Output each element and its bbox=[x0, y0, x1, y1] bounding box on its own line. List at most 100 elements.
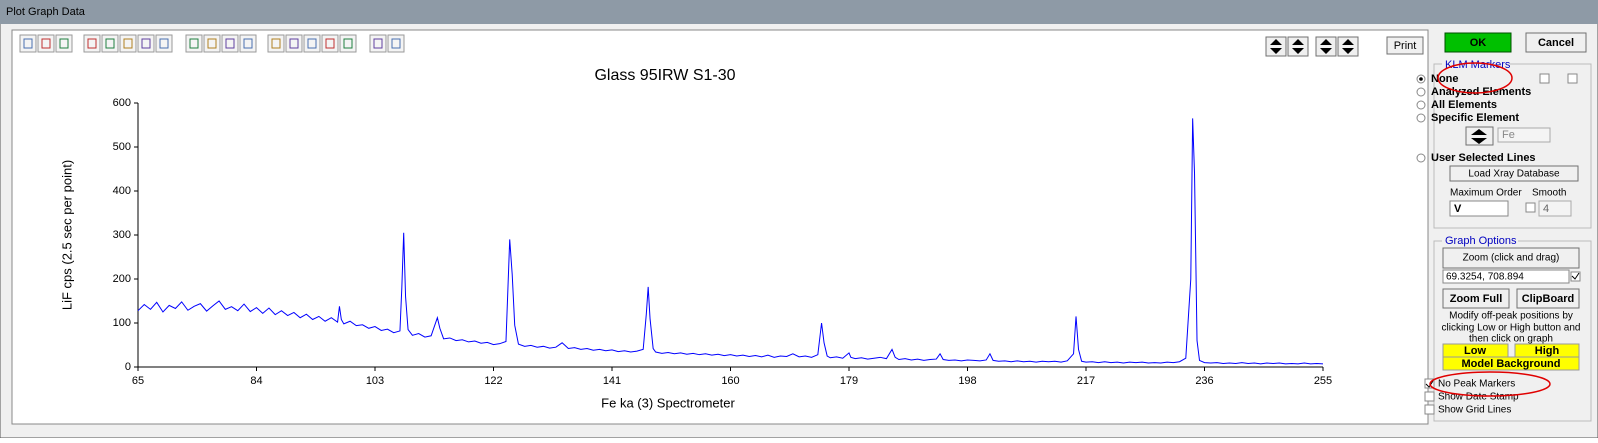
chart: Glass 95IRW S1-30 Fe ka (3) Spectrometer… bbox=[59, 67, 1332, 410]
arrows bbox=[1320, 39, 1332, 54]
toolbar-icon bbox=[271, 38, 281, 49]
toolbar-button[interactable] bbox=[19, 34, 37, 53]
x-tick-label: 255 bbox=[1314, 375, 1332, 387]
y-tick-label: 600 bbox=[113, 97, 131, 109]
checkbox[interactable] bbox=[1424, 404, 1435, 415]
smooth-label: Smooth bbox=[1532, 188, 1566, 199]
toolbar-icon bbox=[105, 38, 115, 49]
toolbar-button[interactable] bbox=[267, 34, 285, 53]
toolbar-button[interactable] bbox=[285, 34, 303, 53]
x-tick-label: 141 bbox=[603, 375, 621, 387]
toolbar bbox=[19, 34, 1359, 57]
radio[interactable] bbox=[1416, 87, 1426, 97]
checkbox[interactable] bbox=[1567, 73, 1578, 84]
load-label: Load Xray Database bbox=[1468, 169, 1560, 180]
cancel-label: Cancel bbox=[1538, 37, 1574, 49]
load-button[interactable] bbox=[1449, 165, 1579, 182]
toolbar-icon bbox=[141, 38, 151, 49]
spectrum-line bbox=[137, 118, 1324, 365]
note-line: then click on graph bbox=[1469, 334, 1553, 345]
scroll-button[interactable] bbox=[1287, 36, 1309, 57]
graph-options-title: Graph Options bbox=[1445, 235, 1517, 247]
toolbar-button[interactable] bbox=[239, 34, 257, 53]
toolbar-button[interactable] bbox=[55, 34, 73, 53]
note-line: clicking Low or High button and bbox=[1442, 323, 1581, 334]
element-spin[interactable] bbox=[1465, 126, 1494, 146]
coords: 69.3254, 708.894 bbox=[1446, 272, 1524, 283]
toolbar-icon bbox=[87, 38, 97, 49]
max-order-dropdown[interactable] bbox=[1449, 200, 1509, 217]
low-label: Low bbox=[1464, 345, 1486, 357]
toolbar-button[interactable] bbox=[321, 34, 339, 53]
toolbar-button[interactable] bbox=[101, 34, 119, 53]
toolbar-icon bbox=[41, 38, 51, 49]
x-tick-label: 84 bbox=[250, 375, 262, 387]
toolbar-button[interactable] bbox=[339, 34, 357, 53]
x-tick-label: 65 bbox=[132, 375, 144, 387]
toolbar-button[interactable] bbox=[387, 34, 405, 53]
radio-label: User Selected Lines bbox=[1431, 152, 1536, 164]
klm-group bbox=[1433, 63, 1592, 229]
checkbox[interactable] bbox=[1424, 391, 1435, 402]
model-background-label: Model Background bbox=[1461, 358, 1560, 370]
scroll-button[interactable] bbox=[1265, 36, 1287, 57]
ok-button[interactable] bbox=[1444, 32, 1512, 53]
model-background-button[interactable] bbox=[1442, 356, 1580, 371]
toolbar-button[interactable] bbox=[203, 34, 221, 53]
arrows bbox=[1270, 39, 1282, 54]
zoom-full-label: Zoom Full bbox=[1450, 293, 1503, 305]
smooth-dropdown[interactable] bbox=[1538, 200, 1572, 217]
toolbar-icon bbox=[23, 38, 33, 49]
x-tick-label: 103 bbox=[366, 375, 384, 387]
zoom-label: Zoom (click and drag) bbox=[1463, 253, 1560, 264]
title-bar bbox=[0, 0, 1598, 24]
radio-label: Specific Element bbox=[1431, 112, 1519, 124]
toolbar-icon bbox=[289, 38, 299, 49]
toolbar-button[interactable] bbox=[369, 34, 387, 53]
smooth-checkbox[interactable] bbox=[1525, 202, 1536, 213]
klm-title: KLM Markers bbox=[1445, 59, 1511, 71]
max-order-value: V bbox=[1454, 203, 1462, 215]
scroll-button[interactable] bbox=[1315, 36, 1337, 57]
checkbox-label: No Peak Markers bbox=[1438, 379, 1515, 390]
toolbar-button[interactable] bbox=[137, 34, 155, 53]
toolbar-icon bbox=[343, 38, 353, 49]
toolbar-button[interactable] bbox=[37, 34, 55, 53]
radio-label: None bbox=[1431, 73, 1459, 85]
toolbar-button[interactable] bbox=[155, 34, 173, 53]
checkbox[interactable] bbox=[1570, 271, 1581, 282]
toolbar-button[interactable] bbox=[221, 34, 239, 53]
y-tick-label: 200 bbox=[113, 273, 131, 285]
x-tick-label: 236 bbox=[1195, 375, 1213, 387]
radio[interactable] bbox=[1416, 113, 1426, 123]
y-axis-label: LiF cps (2.5 sec per point) bbox=[59, 160, 74, 310]
highlight-ellipse bbox=[1437, 62, 1513, 94]
clipboard-label: ClipBoard bbox=[1522, 293, 1575, 305]
zoom-button[interactable] bbox=[1442, 247, 1580, 269]
clipboard-button[interactable] bbox=[1516, 288, 1580, 309]
y-tick-label: 400 bbox=[113, 185, 131, 197]
zoom-full-button[interactable] bbox=[1442, 288, 1510, 309]
print-button[interactable] bbox=[1386, 36, 1424, 55]
radio[interactable] bbox=[1416, 100, 1426, 110]
element-dropdown[interactable] bbox=[1497, 127, 1551, 143]
chart-title: Glass 95IRW S1-30 bbox=[594, 67, 735, 84]
toolbar-button[interactable] bbox=[119, 34, 137, 53]
toolbar-icon bbox=[207, 38, 217, 49]
checkbox[interactable] bbox=[1539, 73, 1550, 84]
x-tick-label: 217 bbox=[1077, 375, 1095, 387]
toolbar-button[interactable] bbox=[83, 34, 101, 53]
checkbox-label: Show Date Stamp bbox=[1438, 392, 1519, 403]
smooth-value: 4 bbox=[1543, 203, 1549, 215]
scroll-button[interactable] bbox=[1337, 36, 1359, 57]
toolbar-button[interactable] bbox=[303, 34, 321, 53]
group-label-bg bbox=[1442, 58, 1510, 70]
toolbar-button[interactable] bbox=[185, 34, 203, 53]
print-label: Print bbox=[1394, 40, 1417, 52]
radio[interactable] bbox=[1416, 153, 1426, 163]
toolbar-icon bbox=[373, 38, 383, 49]
cancel-button[interactable] bbox=[1525, 32, 1587, 53]
radio-label: Analyzed Elements bbox=[1431, 86, 1531, 98]
y-tick-label: 0 bbox=[125, 361, 131, 373]
